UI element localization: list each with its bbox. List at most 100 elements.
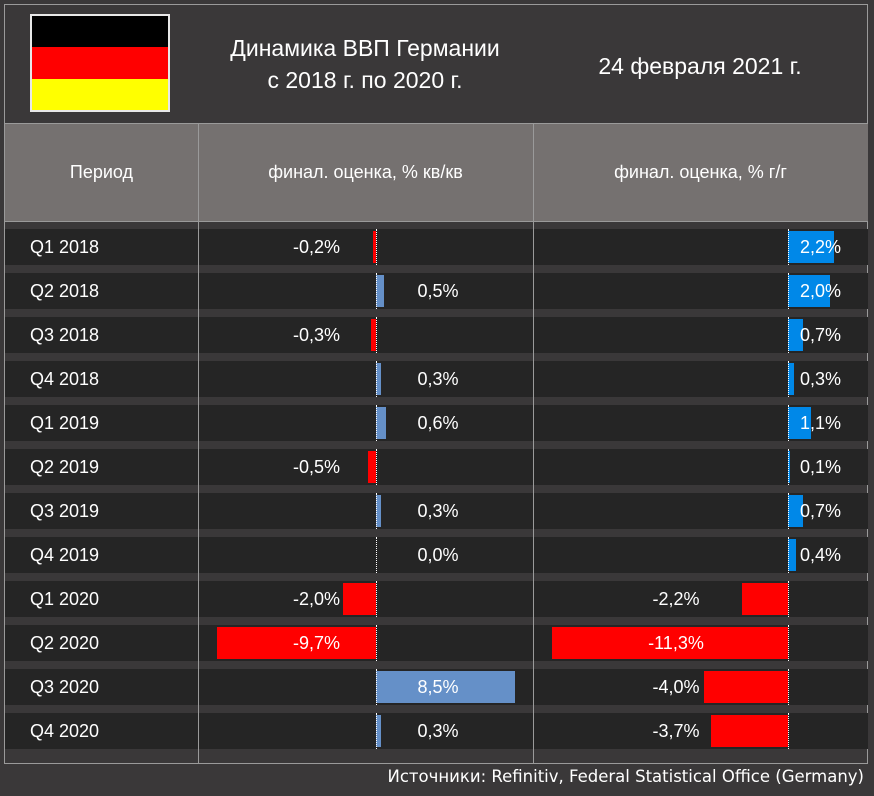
zero-axis: [788, 449, 789, 485]
negative-bar: [704, 671, 788, 703]
column-divider: [533, 123, 534, 764]
negative-bar: [216, 627, 376, 659]
period-label: Q3 2018: [30, 325, 100, 345]
positive-bar: [376, 407, 386, 439]
flag-stripe-gold: [32, 78, 168, 110]
zero-axis: [788, 229, 789, 265]
positive-bar: [376, 671, 516, 703]
zero-axis: [788, 317, 789, 353]
value-label: -9,7%: [292, 633, 340, 653]
column-header-qoq: финал. оценка, % кв/кв: [268, 162, 463, 182]
period-label: Q4 2019: [30, 545, 100, 565]
germany-flag-icon: [30, 14, 170, 112]
table-row: [5, 229, 868, 265]
zero-axis: [788, 273, 789, 309]
zero-axis: [376, 669, 377, 705]
table-row: [5, 537, 868, 573]
positive-bar: [376, 715, 381, 747]
period-label: Q2 2018: [30, 281, 100, 301]
zero-axis: [376, 229, 377, 265]
period-label: Q1 2019: [30, 413, 100, 433]
value-label: 0,7%: [800, 325, 842, 345]
table-row: [5, 317, 868, 353]
negative-bar: [371, 319, 376, 351]
positive-bar: [788, 363, 795, 395]
zero-axis: [788, 361, 789, 397]
zero-axis: [376, 537, 377, 573]
zero-axis: [376, 317, 377, 353]
table-row: [5, 361, 868, 397]
positive-bar: [376, 363, 381, 395]
period-label: Q3 2020: [30, 677, 100, 697]
value-label: 0,4%: [800, 545, 842, 565]
zero-axis: [788, 581, 789, 617]
negative-bar: [742, 583, 788, 615]
value-label: 0,3%: [417, 369, 459, 389]
column-header-yoy: финал. оценка, % г/г: [614, 162, 787, 182]
zero-axis: [788, 625, 789, 661]
value-label: -3,7%: [652, 721, 700, 741]
value-label: 8,5%: [417, 677, 459, 697]
flag-stripe-black: [32, 16, 168, 48]
positive-bar: [788, 495, 803, 527]
zero-axis: [788, 537, 789, 573]
value-label: -4,0%: [652, 677, 700, 697]
value-label: 2,0%: [800, 281, 842, 301]
chart-title: Динамика ВВП Германии с 2018 г. по 2020 …: [190, 32, 540, 96]
value-label: 0,0%: [417, 545, 459, 565]
value-label: -2,0%: [292, 589, 340, 609]
period-label: Q1 2020: [30, 589, 100, 609]
positive-bar: [788, 451, 791, 483]
positive-bar: [376, 495, 381, 527]
title-line-2: с 2018 г. по 2020 г.: [267, 67, 463, 93]
report-date: 24 февраля 2021 г.: [598, 53, 802, 79]
table-row: [5, 405, 868, 441]
zero-axis: [788, 493, 789, 529]
flag-stripe-red: [32, 47, 168, 79]
source-note: Источники: Refinitiv, Federal Statistica…: [387, 767, 864, 786]
value-label: 2,2%: [800, 237, 842, 257]
period-label: Q2 2019: [30, 457, 100, 477]
period-label: Q2 2020: [30, 633, 100, 653]
value-label: 0,7%: [800, 501, 842, 521]
negative-bar: [710, 715, 788, 747]
negative-bar: [343, 583, 376, 615]
negative-bar: [367, 451, 376, 483]
negative-bar: [372, 231, 376, 263]
zero-axis: [376, 581, 377, 617]
positive-bar: [788, 275, 830, 307]
zero-axis: [376, 449, 377, 485]
zero-axis: [788, 669, 789, 705]
negative-bar: [551, 627, 788, 659]
zero-axis: [376, 273, 377, 309]
value-label: 0,3%: [417, 721, 459, 741]
value-label: 0,1%: [800, 457, 842, 477]
column-divider: [198, 123, 199, 764]
positive-bar: [788, 319, 803, 351]
title-line-1: Динамика ВВП Германии: [230, 35, 500, 61]
zero-axis: [788, 713, 789, 749]
column-header-row: [5, 123, 868, 222]
period-label: Q1 2018: [30, 237, 100, 257]
positive-bar: [788, 407, 811, 439]
value-label: 0,3%: [800, 369, 842, 389]
column-header-period: Период: [69, 162, 134, 182]
value-label: -2,2%: [652, 589, 700, 609]
value-label: -0,5%: [292, 457, 340, 477]
value-label: -11,3%: [648, 633, 704, 653]
value-label: 1,1%: [800, 413, 842, 433]
positive-bar: [376, 275, 385, 307]
positive-bar: [788, 539, 797, 571]
zero-axis: [376, 361, 377, 397]
value-label: -0,2%: [292, 237, 340, 257]
zero-axis: [376, 405, 377, 441]
value-label: 0,6%: [417, 413, 459, 433]
period-label: Q4 2020: [30, 721, 100, 741]
table-row: [5, 581, 868, 617]
value-label: -0,3%: [292, 325, 340, 345]
zero-axis: [376, 493, 377, 529]
table-row: [5, 493, 868, 529]
table-row: [5, 273, 868, 309]
value-label: 0,5%: [417, 281, 459, 301]
zero-axis: [376, 713, 377, 749]
